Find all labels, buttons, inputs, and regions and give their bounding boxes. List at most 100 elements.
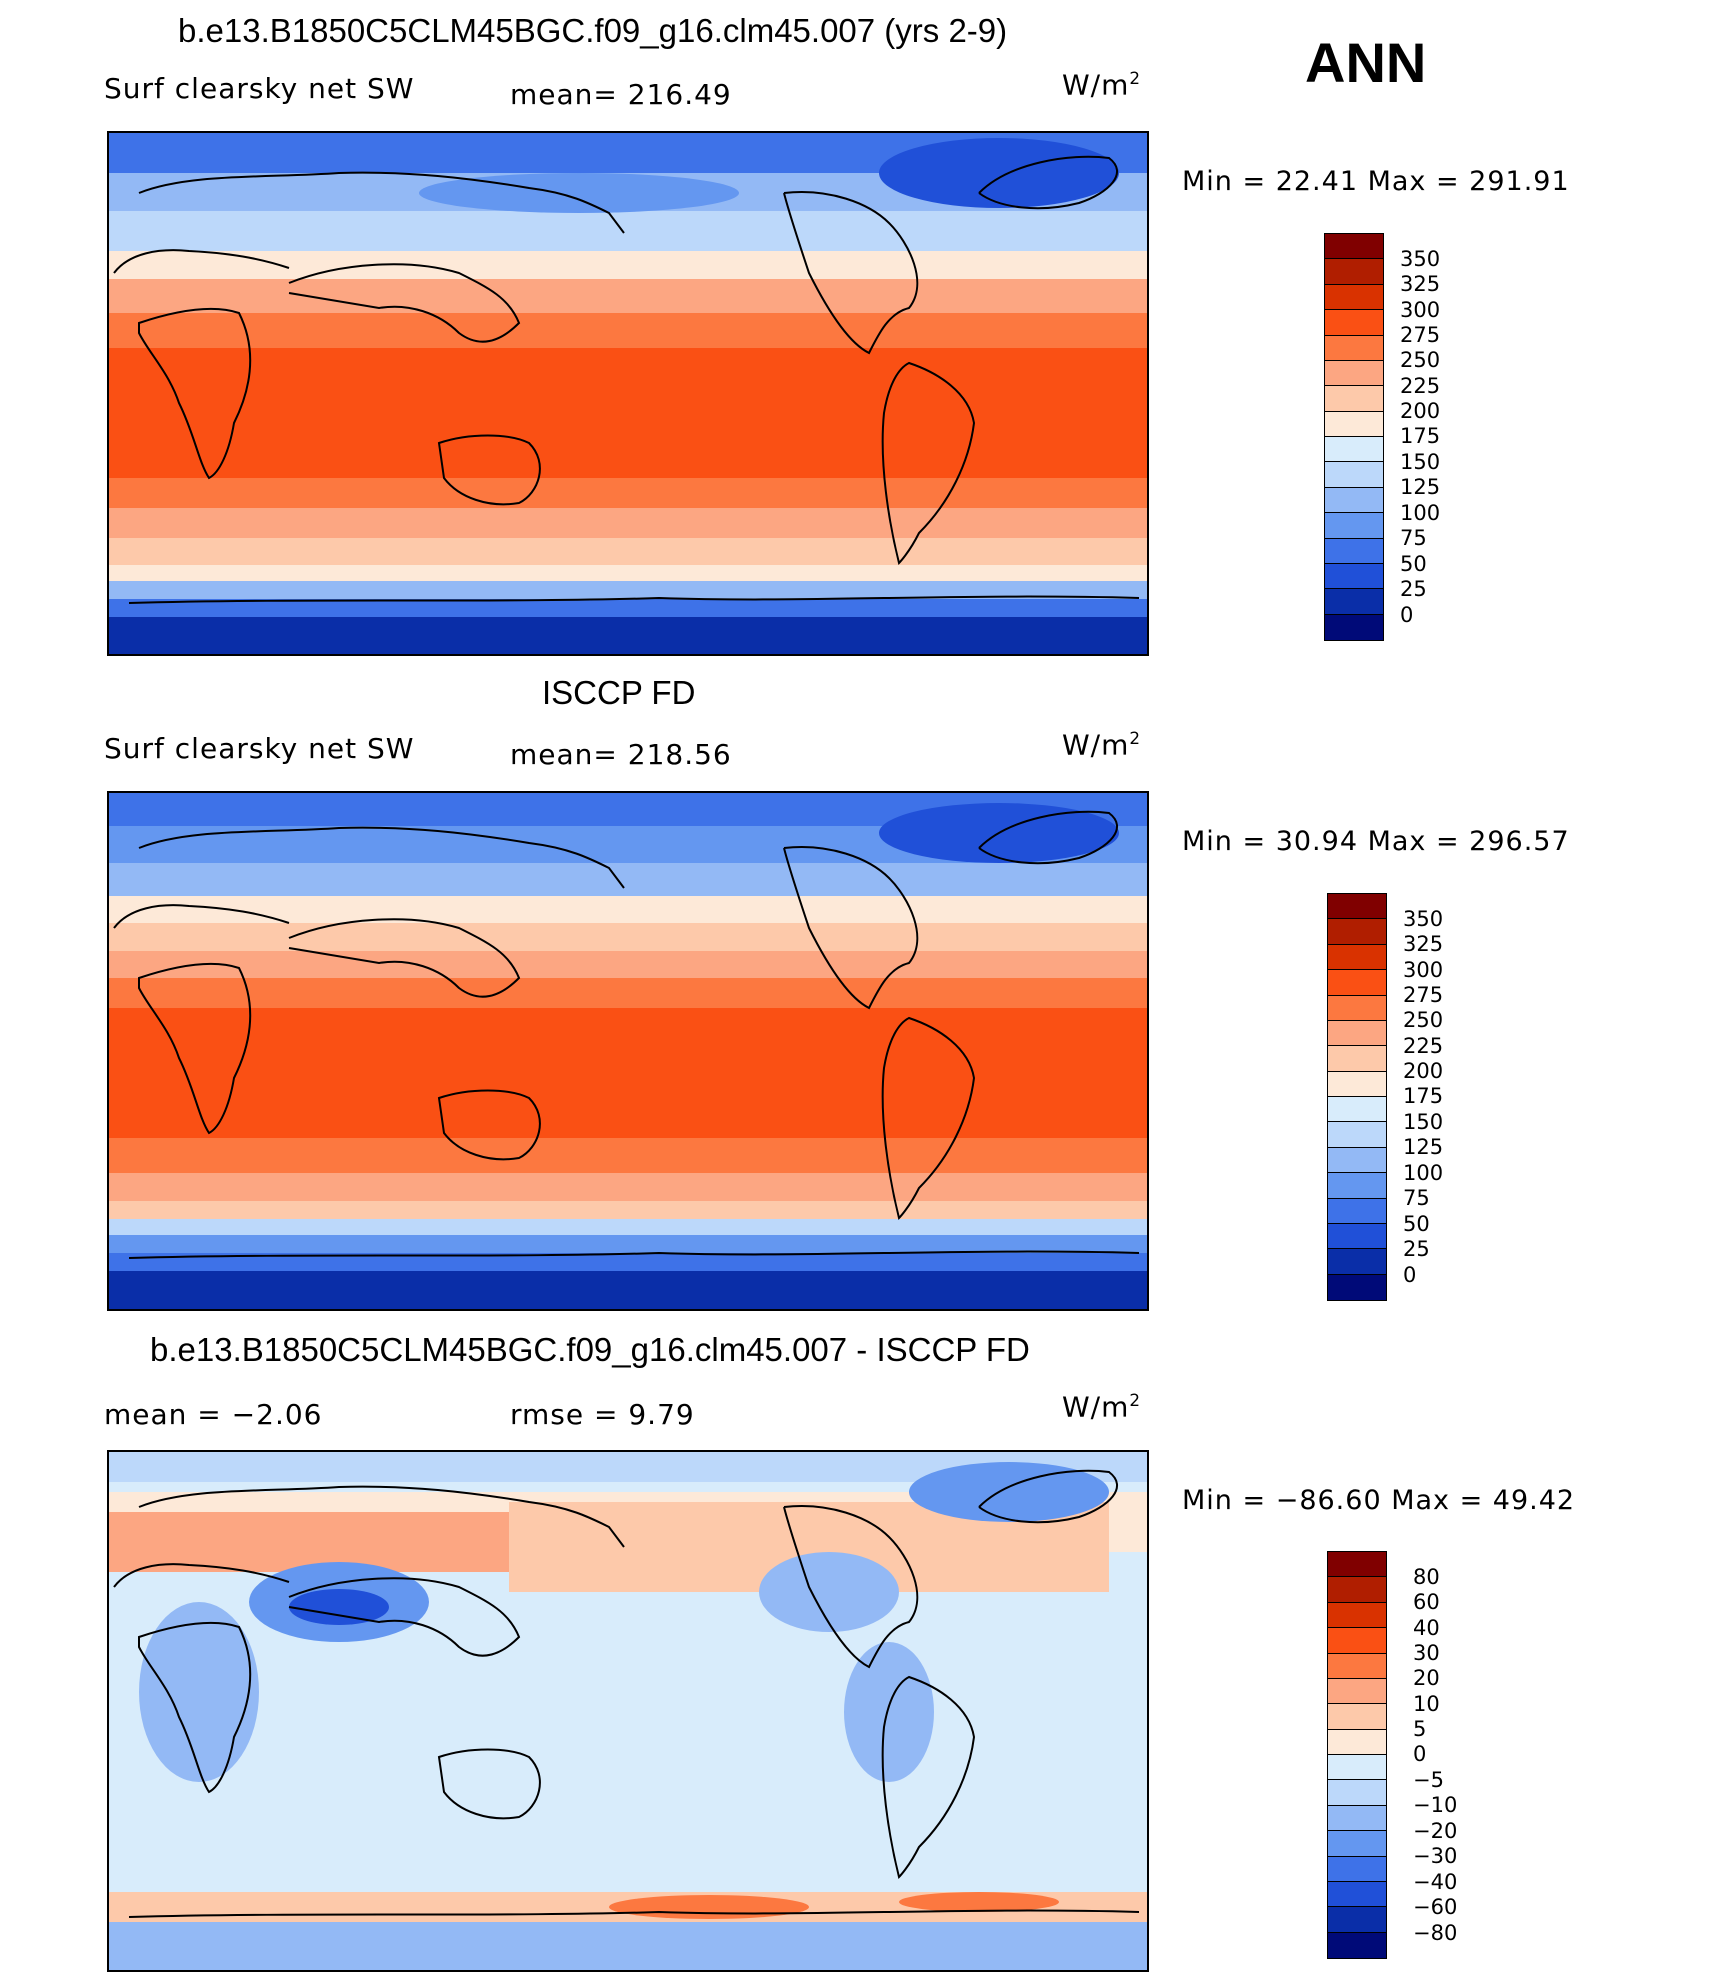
panel2-minmax: Min = 30.94 Max = 296.57 <box>1182 826 1570 857</box>
colorbar-swatch <box>1325 386 1383 412</box>
colorbar-swatch <box>1328 1780 1386 1806</box>
colorbar-swatch <box>1328 1907 1386 1933</box>
panel1-units: W/m2 <box>1062 68 1142 102</box>
colorbar-swatch <box>1325 538 1383 564</box>
colorbar-swatch <box>1328 1678 1386 1705</box>
colorbar-swatch <box>1325 513 1383 539</box>
colorbar-swatch <box>1325 335 1383 361</box>
panel1-cbar-label: 325 <box>1400 272 1441 296</box>
panel3-cbar-label: 10 <box>1413 1692 1440 1716</box>
panel1-variable-label: Surf clearsky net SW <box>104 72 415 105</box>
colorbar-swatch <box>1328 1223 1386 1250</box>
panel1-cbar-label: 300 <box>1400 298 1441 322</box>
panel1-cbar-label: 75 <box>1400 526 1427 550</box>
panel1-cbar-label: 25 <box>1400 577 1427 601</box>
colorbar-swatch <box>1328 995 1386 1021</box>
colorbar-swatch <box>1328 970 1386 996</box>
panel1-cbar-label: 0 <box>1400 603 1414 627</box>
colorbar-swatch <box>1328 1097 1386 1123</box>
season-label: ANN <box>1305 31 1427 94</box>
panel2-cbar-label: 50 <box>1403 1212 1430 1236</box>
colorbar-swatch <box>1325 284 1383 311</box>
colorbar-swatch <box>1328 1274 1386 1300</box>
panel3-cbar-label: 80 <box>1413 1565 1440 1589</box>
colorbar-swatch <box>1325 411 1383 437</box>
panel2-cbar-label: 250 <box>1403 1008 1444 1032</box>
panel1-cbar-label: 150 <box>1400 450 1441 474</box>
colorbar-swatch <box>1328 894 1386 920</box>
panel2-map <box>107 791 1149 1311</box>
colorbar-swatch <box>1325 234 1383 260</box>
panel1-minmax: Min = 22.41 Max = 291.91 <box>1182 166 1570 197</box>
colorbar-swatch <box>1328 1881 1386 1908</box>
colorbar-swatch <box>1328 1122 1386 1148</box>
panel2-cbar-label: 25 <box>1403 1237 1430 1261</box>
panel2-cbar-label: 175 <box>1403 1084 1444 1108</box>
panel3-cbar-label: 5 <box>1413 1717 1427 1741</box>
colorbar-swatch <box>1328 1831 1386 1857</box>
panel3-cbar-label: −20 <box>1413 1819 1458 1843</box>
colorbar-swatch <box>1325 589 1383 615</box>
colorbar-swatch <box>1328 944 1386 971</box>
panel2-cbar-label: 225 <box>1403 1034 1444 1058</box>
panel2-cbar-label: 125 <box>1403 1135 1444 1159</box>
panel3-mean-label: mean = −2.06 <box>104 1398 323 1431</box>
panel3-cbar-label: −30 <box>1413 1844 1458 1868</box>
panel3-cbar-label: 60 <box>1413 1590 1440 1614</box>
panel3-cbar-label: 30 <box>1413 1641 1440 1665</box>
colorbar-swatch <box>1328 1249 1386 1275</box>
panel3-minmax: Min = −86.60 Max = 49.42 <box>1182 1485 1576 1516</box>
panel1-map <box>107 131 1149 656</box>
panel2-cbar-label: 275 <box>1403 983 1444 1007</box>
colorbar-swatch <box>1325 563 1383 590</box>
panel3-cbar-label: −5 <box>1413 1768 1444 1792</box>
colorbar-swatch <box>1325 437 1383 463</box>
panel1-cbar-label: 275 <box>1400 323 1441 347</box>
colorbar-swatch <box>1328 1577 1386 1603</box>
panel1-cbar-label: 250 <box>1400 348 1441 372</box>
panel2-variable-label: Surf clearsky net SW <box>104 732 415 765</box>
panel1-cbar-label: 175 <box>1400 424 1441 448</box>
colorbar-swatch <box>1325 614 1383 640</box>
panel1-cbar-label: 200 <box>1400 399 1441 423</box>
colorbar-swatch <box>1328 1932 1386 1958</box>
panel2-cbar-label: 75 <box>1403 1186 1430 1210</box>
panel3-title: b.e13.B1850C5CLM45BGC.f09_g16.clm45.007 … <box>150 1331 1030 1368</box>
colorbar-swatch <box>1328 1147 1386 1174</box>
panel3-units: W/m2 <box>1062 1390 1142 1424</box>
colorbar-swatch <box>1328 1653 1386 1679</box>
panel2-cbar-label: 350 <box>1403 907 1444 931</box>
panel1-map-svg <box>109 133 1147 654</box>
colorbar-swatch <box>1328 1552 1386 1578</box>
colorbar-swatch <box>1328 1046 1386 1072</box>
panel2-cbar-label: 200 <box>1403 1059 1444 1083</box>
panel1-cbar-label: 125 <box>1400 475 1441 499</box>
colorbar-swatch <box>1325 310 1383 336</box>
panel2-mean-label: mean= 218.56 <box>510 738 732 771</box>
colorbar-swatch <box>1325 259 1383 285</box>
panel1-cbar-label: 50 <box>1400 552 1427 576</box>
colorbar-swatch <box>1328 1856 1386 1882</box>
panel3-rmse-label: rmse = 9.79 <box>510 1398 695 1431</box>
colorbar-swatch <box>1328 1805 1386 1832</box>
colorbar-swatch <box>1328 1755 1386 1781</box>
panel3-cbar-label: 0 <box>1413 1742 1427 1766</box>
panel3-colorbar <box>1327 1551 1387 1959</box>
colorbar-swatch <box>1325 462 1383 488</box>
panel3-cbar-label: 20 <box>1413 1666 1440 1690</box>
colorbar-swatch <box>1328 1729 1386 1755</box>
colorbar-swatch <box>1325 360 1383 387</box>
panel3-cbar-label: −10 <box>1413 1793 1458 1817</box>
colorbar-swatch <box>1328 1020 1386 1047</box>
panel1-colorbar <box>1324 233 1384 641</box>
panel2-cbar-label: 100 <box>1403 1161 1444 1185</box>
panel2-cbar-label: 325 <box>1403 932 1444 956</box>
panel3-cbar-label: −80 <box>1413 1921 1458 1945</box>
panel2-cbar-label: 150 <box>1403 1110 1444 1134</box>
panel2-cbar-label: 0 <box>1403 1263 1417 1287</box>
panel1-title: b.e13.B1850C5CLM45BGC.f09_g16.clm45.007 … <box>178 12 1008 49</box>
panel2-map-svg <box>109 793 1147 1309</box>
colorbar-swatch <box>1328 1198 1386 1224</box>
colorbar-swatch <box>1328 1628 1386 1654</box>
panel2-cbar-label: 300 <box>1403 958 1444 982</box>
